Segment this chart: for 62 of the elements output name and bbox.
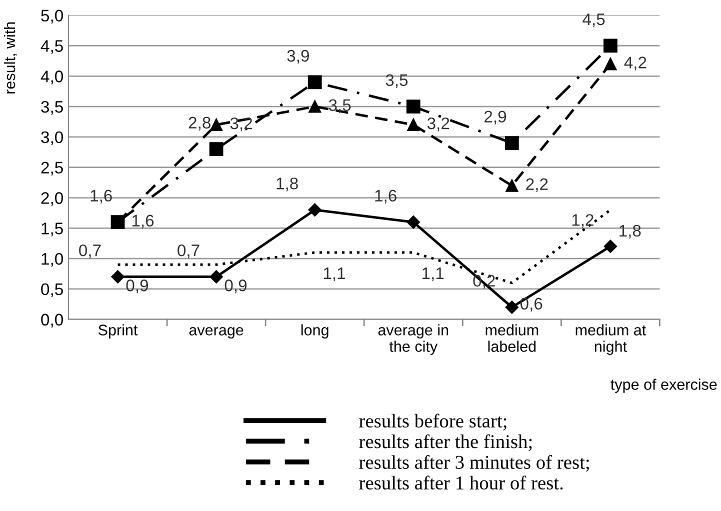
data-label: 3,5 [386,74,408,88]
data-label: 2,8 [188,116,210,131]
y-axis-title: result, with [4,22,18,94]
data-label: 1,1 [422,268,444,282]
x-tick-label: Sprint [98,324,138,338]
data-label: 0,9 [126,280,148,294]
data-label: 3,5 [328,99,351,113]
data-label: 2,2 [526,178,548,192]
data-label: 1,6 [132,214,154,229]
y-tick-label: 0,5 [41,283,63,298]
legend-label: results before start; [359,414,506,430]
point [505,300,518,314]
point [308,100,322,113]
point [406,100,420,114]
point [209,142,224,156]
point [604,58,617,70]
data-label: 1,1 [324,268,346,282]
y-tick-label: 5,0 [41,10,63,24]
data-label: 3,9 [287,50,309,64]
x-tick-label: medium labeled [486,324,538,352]
data-label: 1,6 [375,190,396,204]
y-tick-label: 2,5 [41,162,63,176]
x-axis-title: type of exercise [610,378,717,393]
point [604,38,618,53]
data-label: 0,6 [520,298,542,312]
data-label: 2,9 [484,110,506,124]
data-label: 0,7 [178,244,200,258]
x-tick-label: long [301,324,328,338]
data-label: 0,9 [224,280,247,294]
y-tick-label: 1,5 [42,222,63,236]
y-tick-label: 1,0 [42,252,63,267]
legend-label: results after 1 hour of rest. [359,476,563,490]
point [308,203,322,217]
data-label: 1,6 [90,190,112,204]
y-tick-label: 4,0 [40,70,63,84]
data-label: 1,2 [572,214,594,228]
point [604,240,618,253]
data-label: 3,2 [230,117,252,132]
data-label: 4,5 [582,14,605,28]
data-label: 0,7 [79,244,101,258]
point [407,118,420,132]
legend-label: results after the finish; [359,434,532,452]
point [210,118,223,132]
point [308,75,322,90]
point [506,179,518,192]
point [504,136,519,150]
y-tick-label: 3,0 [41,131,63,146]
y-tick-label: 2,0 [41,192,63,206]
data-label: 4,2 [624,56,646,70]
x-tick-label: average [189,327,244,338]
point [210,270,223,284]
data-label: 3,2 [427,117,450,132]
data-label: 1,8 [276,178,298,192]
data-label: 1,8 [620,224,641,239]
y-tick-label: 3,5 [41,100,63,115]
y-tick-label: 0,0 [41,314,63,328]
y-tick-label: 4,5 [40,40,63,54]
point [406,215,420,229]
point [111,270,124,284]
x-tick-label: medium at night [576,324,646,355]
legend-label: results after 3 minutes of rest; [359,455,589,472]
x-tick-label: average in the city [378,324,448,355]
